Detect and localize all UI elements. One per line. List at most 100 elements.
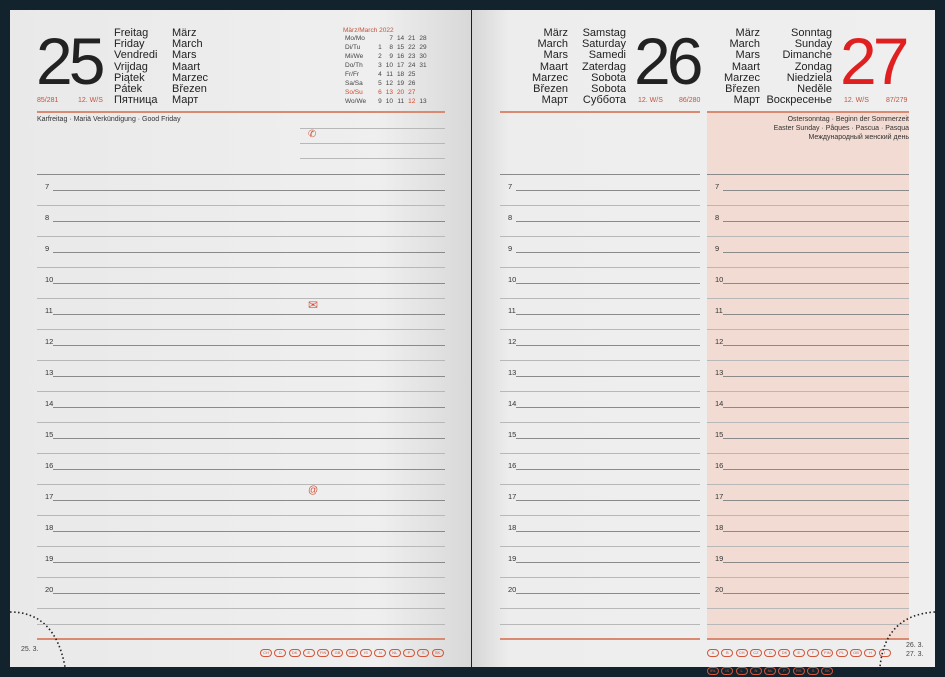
calendar-day[interactable]: 14 — [396, 35, 405, 42]
calendar-day[interactable] — [417, 70, 428, 79]
word: Sunday — [794, 38, 832, 51]
writing-line — [300, 143, 445, 144]
word: Saturday — [581, 38, 626, 51]
writing-line — [516, 438, 700, 439]
right-page: März March Mars Maart Marzec Březen Март Samst… — [472, 10, 935, 675]
calendar-day[interactable]: 29 — [419, 44, 427, 51]
country-badge: DK — [778, 649, 791, 657]
calendar-row: Wo/We 9 10 11 12 13 — [343, 97, 429, 106]
writing-line — [500, 329, 700, 330]
calendar-day[interactable]: 6 — [378, 89, 382, 96]
writing-line — [37, 236, 445, 237]
calendar-day[interactable]: 26 — [408, 80, 416, 87]
writing-line — [516, 531, 700, 532]
word: Samedi — [588, 49, 626, 62]
calendar-day[interactable]: 3 — [378, 62, 382, 69]
calendar-day[interactable]: 31 — [419, 62, 427, 69]
word: Zaterdag — [581, 60, 626, 73]
country-badge: D — [274, 649, 287, 657]
writing-line — [500, 624, 700, 625]
calendar-day[interactable]: 13 — [419, 98, 427, 105]
country-badge: GR — [345, 649, 358, 657]
writing-line — [723, 438, 909, 439]
writing-line — [500, 453, 700, 454]
calendar-day[interactable]: 23 — [408, 53, 416, 60]
country-badge: L — [735, 667, 748, 675]
hour-label: 8 — [715, 213, 720, 222]
word: Pátek — [114, 83, 143, 96]
calendar-day[interactable]: 10 — [385, 62, 393, 69]
calendar-day[interactable]: 4 — [378, 71, 382, 78]
hour-label: 16 — [715, 461, 724, 470]
calendar-day[interactable]: 9 — [378, 98, 382, 105]
day2-day-of-year: 87/279 — [886, 97, 908, 104]
calendar-day[interactable]: 22 — [408, 44, 416, 51]
country-badge: FIN — [317, 649, 330, 657]
calendar-day[interactable]: 15 — [396, 44, 405, 51]
calendar-day[interactable]: 17 — [396, 62, 405, 69]
calendar-day[interactable]: 19 — [396, 80, 405, 87]
country-badge: GB — [331, 649, 344, 657]
writing-line — [516, 345, 700, 346]
calendar-day[interactable]: 1 — [378, 44, 382, 51]
word: Sonntag — [791, 27, 832, 39]
calendar-day[interactable]: 11 — [397, 98, 405, 105]
word: Marzec — [172, 71, 209, 84]
country-badge: F — [807, 649, 820, 657]
writing-line — [53, 438, 445, 439]
writing-line — [500, 298, 700, 299]
country-badge: E — [792, 649, 805, 657]
calendar-day[interactable] — [417, 88, 428, 97]
hour-label: 20 — [45, 585, 54, 594]
calendar-day[interactable]: 12 — [408, 98, 416, 105]
writing-line — [723, 469, 909, 470]
calendar-day[interactable]: 16 — [396, 53, 405, 60]
country-badge: P — [778, 667, 791, 675]
word: Marzec — [723, 71, 760, 84]
calendar-day[interactable]: 25 — [408, 71, 416, 78]
day1-weekday-names: Samstag Saturday Samedi Zaterdag Sobota Sobot… — [562, 27, 626, 106]
hour-label: 10 — [45, 275, 54, 284]
sunday-highlight — [707, 111, 909, 638]
writing-line — [707, 360, 909, 361]
writing-line — [516, 562, 700, 563]
calendar-day[interactable]: 30 — [419, 53, 427, 60]
writing-line — [707, 453, 909, 454]
country-badge: S — [417, 649, 430, 657]
word: Neděle — [797, 83, 832, 96]
writing-line — [37, 608, 445, 609]
day2-holidays: Ostersonntag · Beginn der Sommerzeit East… — [707, 115, 909, 142]
calendar-day[interactable]: 18 — [396, 71, 405, 78]
phone-icon: ✆ — [308, 129, 317, 140]
calendar-day[interactable]: 21 — [408, 35, 416, 42]
calendar-day[interactable]: 5 — [378, 80, 382, 87]
calendar-day[interactable]: 9 — [389, 53, 393, 60]
calendar-day[interactable]: 2 — [378, 53, 382, 60]
calendar-day[interactable]: 27 — [408, 89, 416, 96]
hour-label: 12 — [508, 337, 517, 346]
word: Sobota — [591, 83, 626, 96]
calendar-day[interactable]: 12 — [385, 80, 393, 87]
calendar-day[interactable]: 13 — [385, 89, 393, 96]
calendar-day[interactable]: 10 — [385, 98, 393, 105]
hour-label: 11 — [45, 306, 53, 315]
calendar-day[interactable] — [417, 79, 428, 88]
calendar-day[interactable]: 7 — [389, 35, 393, 42]
writing-line — [500, 174, 700, 175]
writing-line — [723, 562, 909, 563]
writing-line — [37, 267, 445, 268]
word: Март — [541, 94, 568, 107]
hour-label: 18 — [45, 523, 54, 532]
calendar-day[interactable]: 24 — [408, 62, 416, 69]
writing-line — [53, 469, 445, 470]
calendar-day[interactable]: 11 — [386, 71, 393, 78]
calendar-row: Di/Tu 1 8 15 22 29 — [343, 43, 429, 52]
writing-line — [37, 329, 445, 330]
calendar-day[interactable]: 28 — [419, 35, 427, 42]
calendar-day[interactable]: 20 — [396, 89, 405, 96]
mini-calendar: März/March 2022 Mo/Mo 7 14 21 28 Di/Tu 1 8 15 22 2… — [343, 27, 429, 106]
hour-label: 20 — [715, 585, 724, 594]
calendar-day[interactable]: 8 — [389, 44, 393, 51]
writing-line — [723, 190, 909, 191]
calendar-day[interactable] — [376, 34, 384, 43]
